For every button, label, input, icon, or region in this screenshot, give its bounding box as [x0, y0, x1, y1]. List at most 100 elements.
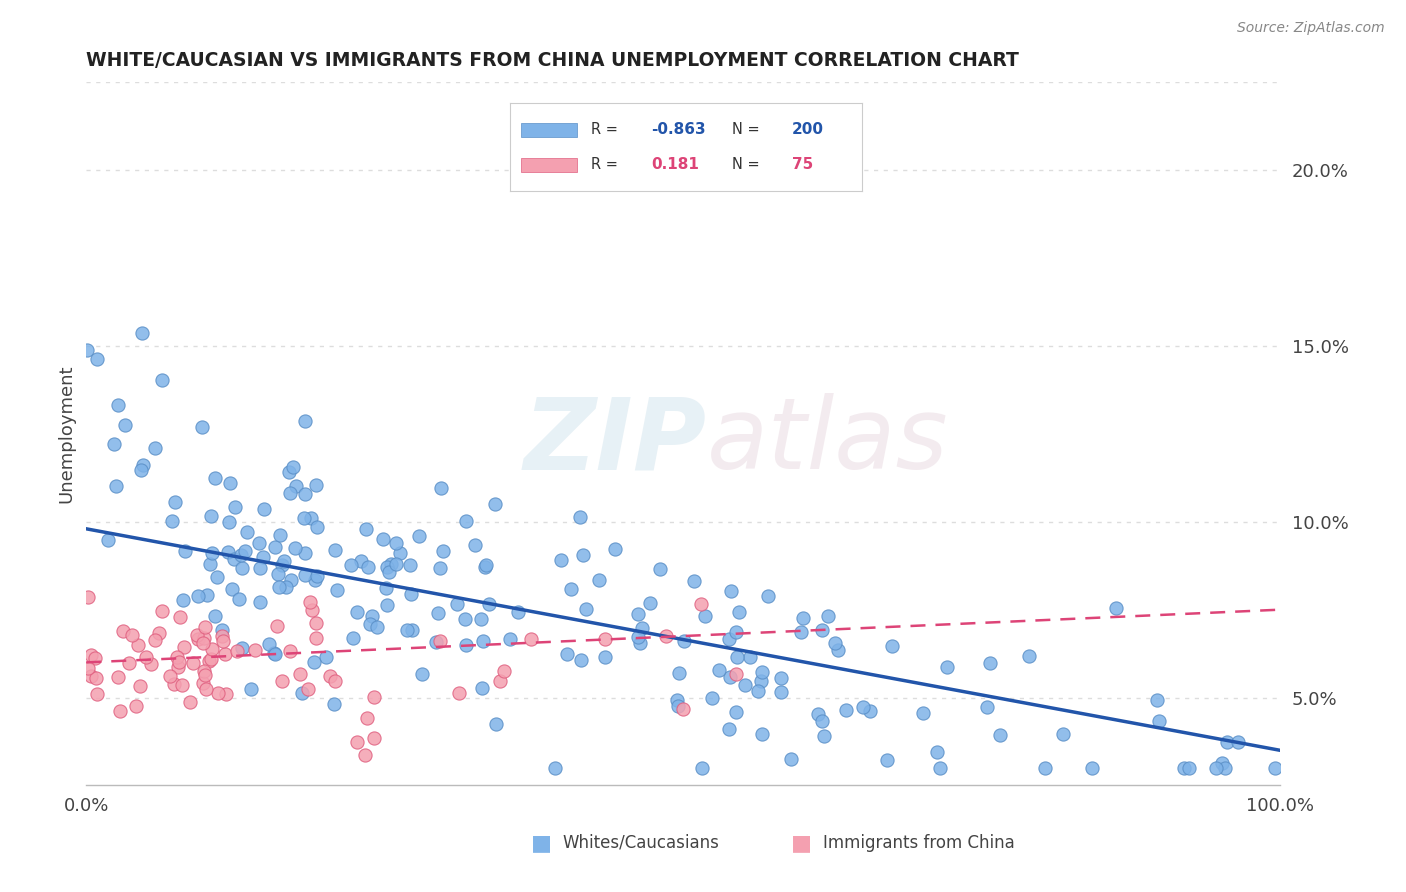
Point	[76, 591, 98, 605]
Point	[770, 685, 793, 699]
Point	[690, 597, 713, 611]
Point	[724, 667, 747, 681]
Point	[1213, 761, 1236, 775]
Point	[240, 681, 263, 696]
Point	[143, 633, 166, 648]
Point	[211, 629, 233, 643]
Point	[454, 612, 477, 626]
Point	[756, 589, 779, 603]
Point	[377, 565, 399, 579]
Point	[179, 695, 201, 709]
Point	[385, 535, 408, 549]
Point	[588, 573, 610, 587]
Point	[135, 649, 157, 664]
Point	[301, 603, 323, 617]
Point	[292, 511, 315, 525]
Point	[187, 590, 209, 604]
Point	[263, 646, 285, 660]
Point	[245, 643, 267, 657]
Text: atlas: atlas	[706, 393, 948, 490]
Point	[432, 543, 454, 558]
Point	[305, 631, 328, 645]
Point	[294, 546, 316, 560]
Point	[747, 684, 769, 698]
Point	[725, 705, 748, 719]
Point	[200, 652, 222, 666]
Point	[1080, 761, 1102, 775]
Point	[253, 502, 276, 516]
Point	[249, 595, 271, 609]
Point	[569, 653, 592, 667]
Point	[790, 625, 813, 640]
Point	[231, 560, 253, 574]
Point	[225, 644, 247, 658]
Point	[475, 558, 498, 572]
Point	[299, 511, 322, 525]
Point	[129, 463, 152, 477]
Point	[128, 679, 150, 693]
Point	[399, 558, 422, 573]
Point	[231, 641, 253, 656]
Point	[107, 398, 129, 412]
Point	[269, 527, 291, 541]
Point	[80, 669, 103, 683]
Point	[103, 437, 125, 451]
Text: ■: ■	[792, 833, 811, 853]
Point	[340, 558, 363, 572]
Point	[323, 673, 346, 688]
Point	[305, 477, 328, 491]
Point	[217, 544, 239, 558]
Point	[305, 616, 328, 631]
Point	[304, 573, 326, 587]
Point	[191, 676, 214, 690]
Point	[200, 558, 222, 572]
Point	[550, 553, 572, 567]
Text: Whites/Caucasians: Whites/Caucasians	[562, 834, 720, 852]
Point	[628, 636, 651, 650]
Point	[302, 655, 325, 669]
Point	[218, 516, 240, 530]
Point	[141, 657, 163, 672]
Point	[297, 681, 319, 696]
Point	[925, 745, 948, 759]
Point	[472, 633, 495, 648]
Point	[211, 623, 233, 637]
Point	[207, 570, 229, 584]
Point	[145, 442, 167, 456]
Point	[976, 700, 998, 714]
Point	[76, 343, 98, 358]
Point	[270, 673, 292, 688]
Point	[396, 623, 419, 637]
Point	[1205, 761, 1227, 775]
Point	[322, 698, 344, 712]
Point	[401, 623, 423, 637]
Point	[86, 687, 108, 701]
Point	[1147, 714, 1170, 728]
Point	[912, 706, 935, 720]
Point	[717, 722, 740, 736]
Point	[278, 485, 301, 500]
Point	[813, 729, 835, 743]
Point	[236, 524, 259, 539]
Point	[728, 605, 751, 619]
Point	[411, 666, 433, 681]
Point	[247, 536, 270, 550]
Point	[131, 326, 153, 341]
Point	[194, 668, 217, 682]
Point	[506, 605, 529, 619]
Point	[150, 604, 173, 618]
Point	[631, 621, 654, 635]
Point	[346, 605, 368, 619]
Point	[267, 567, 290, 582]
Point	[672, 633, 695, 648]
Point	[224, 500, 246, 514]
Point	[291, 686, 314, 700]
Point	[110, 704, 132, 718]
Point	[693, 608, 716, 623]
Point	[315, 650, 337, 665]
Text: ZIP: ZIP	[523, 393, 706, 490]
Point	[198, 655, 221, 669]
Point	[380, 557, 402, 571]
Point	[273, 554, 295, 568]
Point	[214, 687, 236, 701]
